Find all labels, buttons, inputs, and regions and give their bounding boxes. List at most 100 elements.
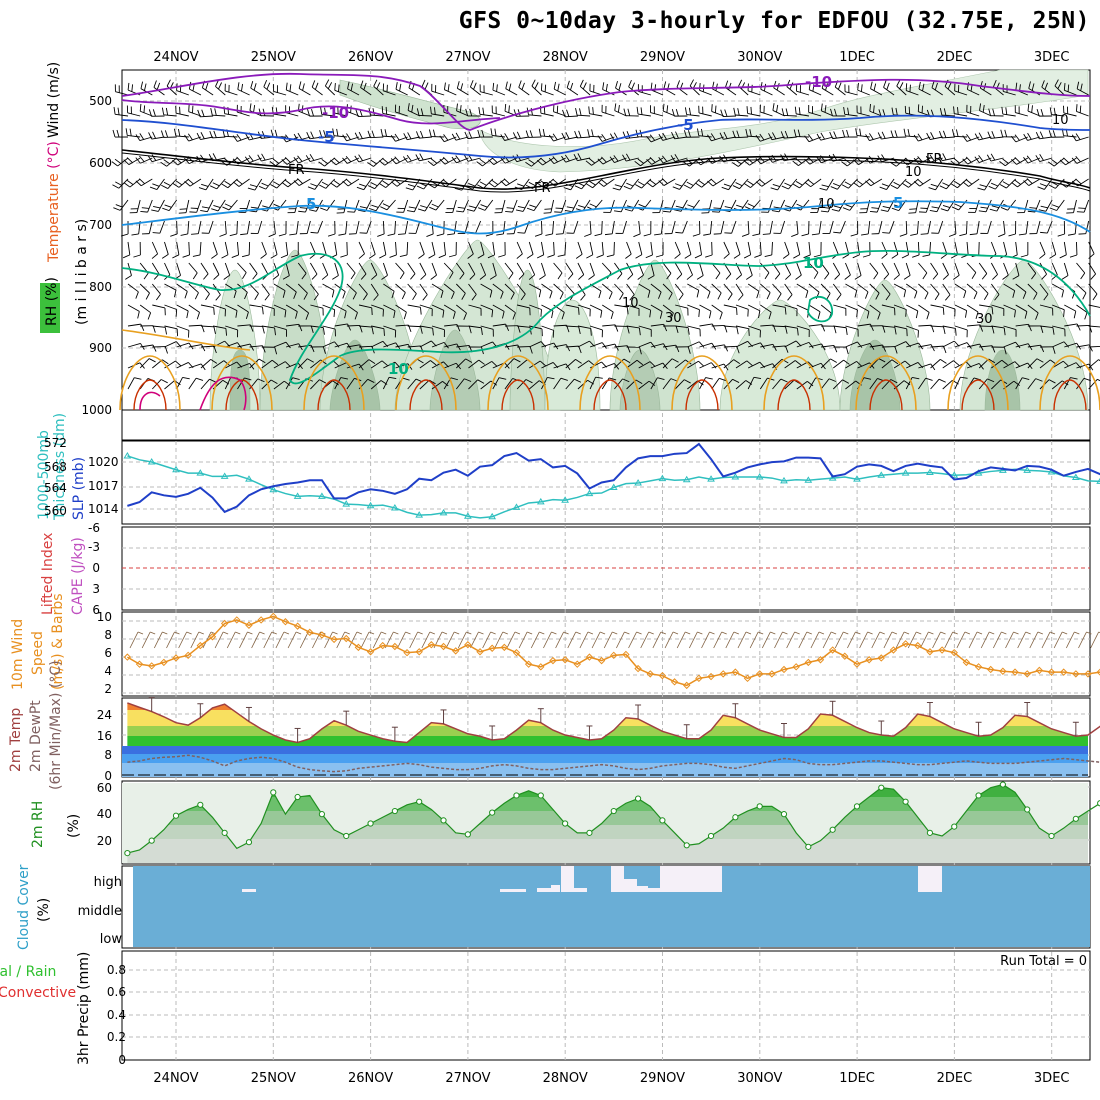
wind-barb-flag — [455, 155, 461, 162]
wind-barb-flag — [379, 183, 386, 188]
wind-barb-flag — [732, 130, 736, 138]
wind-barb — [431, 241, 436, 255]
ylabel-temp2m: 2m Temp — [8, 708, 24, 772]
wind-barb — [869, 344, 883, 348]
wind-barb-flag — [112, 129, 116, 138]
wind-barb-flag — [318, 161, 325, 167]
wind-barb — [273, 283, 286, 292]
wind-barb-flag — [1048, 130, 1052, 138]
wind-barb — [261, 241, 267, 255]
wind-barb-flag — [454, 187, 462, 191]
wind-barb-flag — [615, 80, 618, 89]
wind-barb — [395, 262, 405, 274]
wind-barb — [966, 324, 981, 327]
temp-bands — [127, 702, 1088, 746]
wind-barb-flag — [412, 293, 417, 301]
wind-barb-flag — [782, 631, 788, 635]
wind-barb-flag — [447, 233, 455, 236]
wind-barb-flag — [784, 182, 792, 187]
wind-barb — [565, 304, 579, 308]
cloud-gap — [561, 866, 574, 892]
wind-barb — [808, 324, 822, 327]
wind-barb-flag — [205, 293, 210, 301]
wind-barb-flag — [427, 160, 434, 166]
wind-barb — [324, 631, 333, 649]
wind-barb-flag — [310, 183, 318, 187]
wind10-marker — [500, 643, 509, 652]
wind-barb — [810, 631, 820, 649]
wind-barb — [325, 178, 336, 189]
wind-barb — [225, 304, 238, 311]
wind-barb — [175, 135, 189, 138]
wind-barb-flag — [191, 233, 199, 235]
wind-barb-flag — [442, 310, 445, 318]
wind-barb — [285, 241, 289, 255]
wind-barb-flag — [903, 631, 910, 635]
wind-barb-flag — [591, 129, 594, 137]
wind-barb — [735, 340, 748, 348]
wind-barb-flag — [172, 159, 179, 166]
wind-barb-flag — [528, 274, 535, 280]
wind-barb — [956, 631, 966, 649]
wind-barb — [176, 262, 181, 276]
wind-barb-flag — [236, 133, 242, 141]
wind-barb — [261, 262, 269, 275]
wind-barb-flag — [638, 203, 646, 208]
wind-barb-flag — [741, 233, 750, 237]
wind-barb-flag — [261, 131, 266, 139]
wind-barb — [686, 241, 692, 255]
wind-barb — [139, 358, 150, 369]
wind-barb-flag — [877, 312, 881, 320]
wind-barb-flag — [979, 343, 984, 351]
wind-barb — [265, 178, 275, 190]
wind-barb-flag — [584, 233, 592, 237]
wind-barb — [747, 220, 750, 235]
wind-barb-flag — [1002, 158, 1009, 164]
wind-barb-flag — [863, 377, 872, 380]
wind-barb-flag — [749, 129, 752, 137]
wind-barb-flag — [370, 159, 377, 165]
wind-barb-flag — [731, 162, 739, 167]
wind-barb-flag — [950, 254, 958, 259]
wind-barb-flag — [282, 275, 290, 280]
wind-barb — [178, 631, 187, 649]
wind-barb — [529, 304, 542, 310]
wind-barb — [310, 325, 324, 328]
date-label-bottom: 25NOV — [251, 1071, 296, 1086]
wind-barb-flag — [579, 108, 582, 116]
wind-barb — [614, 283, 624, 294]
wind-barb — [708, 199, 713, 213]
wind-barb-flag — [331, 290, 335, 298]
rh2m-marker — [1024, 806, 1031, 813]
pressure-tick: 500 — [89, 94, 112, 108]
wind-barb-flag — [1014, 310, 1016, 318]
wind-barb-flag — [715, 272, 721, 280]
wind-barb — [492, 262, 497, 276]
wind-barb-flag — [231, 254, 239, 258]
wind-barb — [334, 377, 342, 390]
wind-barb — [1027, 110, 1041, 117]
wind-barb — [140, 110, 153, 117]
wind-barb-flag — [302, 83, 305, 91]
wind-barb — [506, 631, 516, 649]
wind-barb-flag — [575, 253, 583, 259]
thickness-marker — [804, 476, 813, 483]
wind-barb-flag — [650, 82, 653, 90]
contour-warm — [579, 355, 641, 411]
wind-barb-flag — [489, 290, 493, 298]
wind-barb-flag — [476, 161, 483, 167]
wind-barb-flag — [699, 83, 701, 91]
thickness-marker — [658, 474, 667, 482]
wind10-marker — [974, 663, 983, 671]
wind-barb-flag — [966, 133, 972, 141]
wind-barb — [285, 304, 298, 312]
wind-barb — [208, 220, 214, 234]
wind-barb-flag — [212, 153, 217, 161]
wind-barb-flag — [463, 154, 469, 162]
wind-barb-flag — [959, 233, 967, 237]
wind-barb — [542, 157, 554, 166]
wind-barb-flag — [187, 178, 194, 185]
wind-barb — [893, 341, 907, 348]
rh-legend-swatch — [40, 283, 60, 333]
wind-barb — [979, 304, 993, 308]
